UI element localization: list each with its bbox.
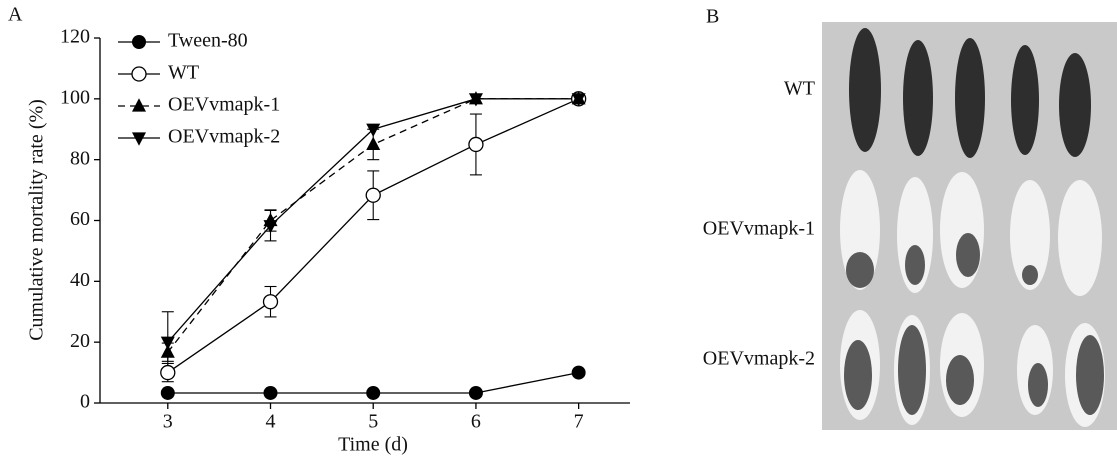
row-label: OEVvmapk-2	[703, 348, 815, 370]
marker	[160, 336, 175, 350]
row-label: OEVvmapk-1	[703, 218, 815, 240]
x-tick-label: 4	[266, 411, 276, 433]
marker	[366, 123, 381, 137]
legend-label: Tween-80	[168, 30, 248, 52]
x-tick-label: 3	[163, 411, 173, 433]
marker	[571, 365, 586, 380]
legend-marker	[131, 66, 147, 82]
y-tick-label: 80	[70, 147, 90, 169]
marker	[468, 385, 483, 400]
legend-marker	[132, 132, 146, 146]
marker	[366, 136, 381, 151]
x-tick-label: 6	[471, 411, 481, 433]
y-tick-label: 100	[60, 86, 90, 108]
legend-label: WT	[168, 62, 199, 84]
photo	[822, 22, 1117, 430]
row-label: WT	[784, 78, 815, 100]
legend-label: OEVvmapk-1	[168, 94, 280, 116]
marker	[468, 93, 483, 107]
marker	[263, 385, 278, 400]
y-tick-label: 0	[80, 391, 90, 413]
marker	[160, 364, 176, 381]
marker	[468, 136, 484, 153]
marker	[365, 187, 381, 203]
y-tick-label: 120	[60, 26, 90, 48]
x-tick-label: 5	[368, 411, 378, 433]
marker	[160, 344, 175, 358]
y-tick-label: 40	[70, 269, 90, 291]
marker	[571, 93, 586, 107]
panel-label: B	[706, 6, 719, 28]
y-tick-label: 60	[70, 208, 90, 230]
panel-label: A	[8, 4, 23, 26]
legend-marker	[132, 35, 146, 49]
x-axis-label: Time (d)	[338, 434, 408, 456]
legend-label: OEVvmapk-2	[168, 126, 280, 148]
marker	[160, 385, 175, 400]
marker	[262, 294, 279, 310]
y-tick-label: 20	[70, 330, 90, 352]
y-axis-label: Cumulative mortality rate (%)	[26, 99, 48, 341]
x-tick-label: 7	[574, 411, 584, 433]
marker	[263, 220, 278, 234]
marker	[366, 385, 381, 400]
legend-marker	[132, 98, 146, 112]
